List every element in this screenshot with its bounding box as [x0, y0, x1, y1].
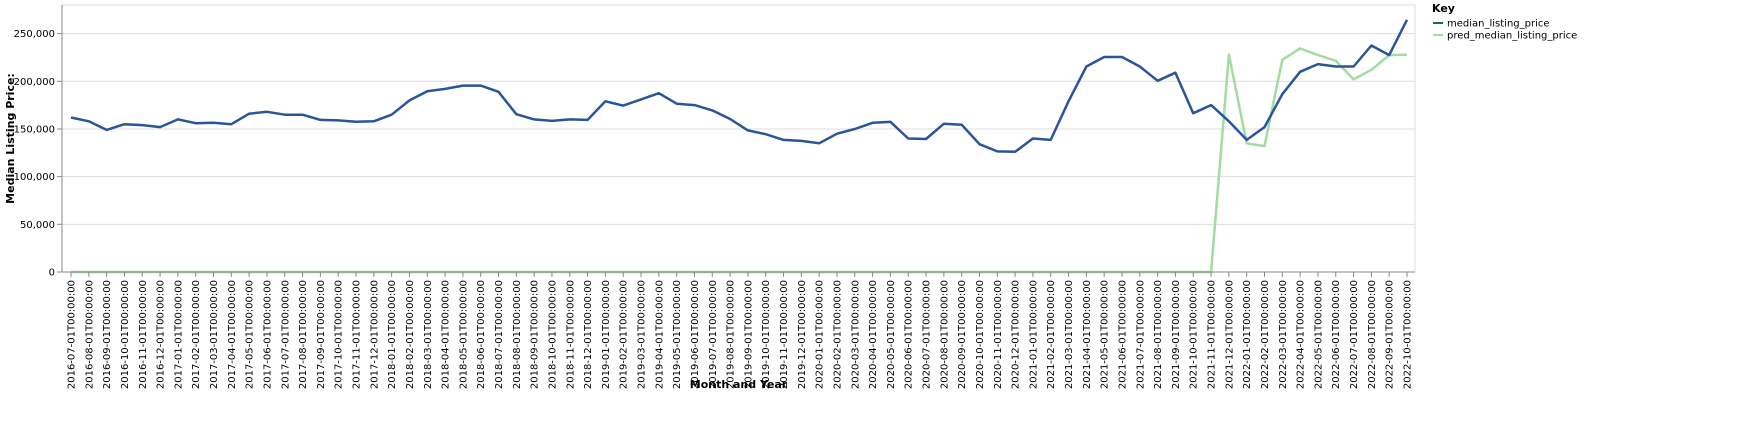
x-tick-label: 2019-10-01T00:00:00 — [761, 280, 772, 389]
x-tick-label: 2022-06-01T00:00:00 — [1331, 280, 1342, 389]
plot-border — [61, 4, 1416, 273]
x-tick-label: 2020-10-01T00:00:00 — [975, 280, 986, 389]
x-tick-label: 2018-05-01T00:00:00 — [458, 280, 469, 389]
x-tick-label: 2017-12-01T00:00:00 — [369, 280, 380, 389]
x-tick-label: 2020-05-01T00:00:00 — [886, 280, 897, 389]
plot-frame — [61, 4, 1416, 273]
x-tick-label: 2019-01-01T00:00:00 — [601, 280, 612, 389]
x-tick-label: 2022-02-01T00:00:00 — [1260, 280, 1271, 389]
x-tick-label: 2022-05-01T00:00:00 — [1313, 280, 1324, 389]
legend: Key median_listing_pricepred_median_list… — [1432, 2, 1577, 42]
x-tick-label: 2017-08-01T00:00:00 — [298, 280, 309, 389]
x-tick-label: 2020-07-01T00:00:00 — [922, 280, 933, 389]
x-tick-label: 2017-07-01T00:00:00 — [280, 280, 291, 389]
x-tick-label: 2019-09-01T00:00:00 — [743, 280, 754, 389]
x-tick-label: 2017-02-01T00:00:00 — [191, 280, 202, 389]
x-tick-label: 2016-07-01T00:00:00 — [67, 280, 78, 389]
x-tick-label: 2018-08-01T00:00:00 — [512, 280, 523, 389]
x-tick-label: 2018-09-01T00:00:00 — [530, 280, 541, 389]
x-tick-label: 2022-10-01T00:00:00 — [1403, 280, 1414, 389]
x-tick-label: 2018-01-01T00:00:00 — [387, 280, 398, 389]
x-tick-label: 2020-04-01T00:00:00 — [868, 280, 879, 389]
x-tick-label: 2021-05-01T00:00:00 — [1100, 280, 1111, 389]
x-tick-label: 2019-11-01T00:00:00 — [779, 280, 790, 389]
x-tick-label: 2021-09-01T00:00:00 — [1171, 280, 1182, 389]
x-tick-label: 2020-02-01T00:00:00 — [833, 280, 844, 389]
y-axis: 0 50,000 100,000 150,000 200,000 250,000 — [14, 5, 63, 279]
x-tick-label: 2019-07-01T00:00:00 — [708, 280, 719, 389]
series-lines — [70, 19, 1409, 274]
x-tick-label: 2018-04-01T00:00:00 — [441, 280, 452, 389]
y-tick-label: 150,000 — [14, 124, 55, 135]
x-tick-label: 2019-12-01T00:00:00 — [797, 280, 808, 389]
x-tick-label: 2016-12-01T00:00:00 — [156, 280, 167, 389]
legend-label: median_listing_price — [1447, 19, 1550, 30]
x-axis-title: Month and Year — [690, 378, 788, 391]
x-tick-label: 2021-01-01T00:00:00 — [1028, 280, 1039, 389]
x-tick-label: 2016-08-01T00:00:00 — [84, 280, 95, 389]
x-tick-label: 2021-11-01T00:00:00 — [1207, 280, 1218, 389]
x-tick-label: 2021-02-01T00:00:00 — [1046, 280, 1057, 389]
y-axis-title: Median Listing Price: — [4, 73, 17, 204]
x-tick-label: 2020-03-01T00:00:00 — [850, 280, 861, 389]
x-tick-label: 2019-05-01T00:00:00 — [672, 280, 683, 389]
x-tick-label: 2021-10-01T00:00:00 — [1189, 280, 1200, 389]
x-tick-label: 2016-09-01T00:00:00 — [102, 280, 113, 389]
x-tick-label: 2018-07-01T00:00:00 — [494, 280, 505, 389]
legend-label: pred_median_listing_price — [1447, 31, 1577, 42]
x-tick-label: 2016-11-01T00:00:00 — [138, 280, 149, 389]
x-tick-label: 2016-10-01T00:00:00 — [120, 280, 131, 389]
x-tick-label: 2021-04-01T00:00:00 — [1082, 280, 1093, 389]
x-tick-label: 2017-03-01T00:00:00 — [209, 280, 220, 389]
series-line-median_listing_price — [70, 19, 1409, 154]
x-tick-label: 2022-01-01T00:00:00 — [1242, 280, 1253, 389]
x-tick-label: 2020-09-01T00:00:00 — [957, 280, 968, 389]
x-tick-label: 2021-12-01T00:00:00 — [1224, 280, 1235, 389]
x-tick-label: 2020-12-01T00:00:00 — [1011, 280, 1022, 389]
x-tick-label: 2021-06-01T00:00:00 — [1118, 280, 1129, 389]
x-tick-label: 2020-06-01T00:00:00 — [904, 280, 915, 389]
x-tick-label: 2019-03-01T00:00:00 — [637, 280, 648, 389]
x-tick-label: 2017-10-01T00:00:00 — [334, 280, 345, 389]
grid-lines — [62, 33, 1415, 273]
y-tick-label: 50,000 — [20, 220, 55, 231]
x-tick-label: 2022-09-01T00:00:00 — [1385, 280, 1396, 389]
x-tick-label: 2017-09-01T00:00:00 — [316, 280, 327, 389]
x-tick-label: 2017-04-01T00:00:00 — [227, 280, 238, 389]
x-tick-label: 2018-12-01T00:00:00 — [583, 280, 594, 389]
x-tick-label: 2021-03-01T00:00:00 — [1064, 280, 1075, 389]
series-line-pred_median_listing_price — [71, 47, 1408, 274]
x-tick-label: 2019-04-01T00:00:00 — [654, 280, 665, 389]
x-tick-label: 2018-10-01T00:00:00 — [548, 280, 559, 389]
y-tick-label: 0 — [49, 268, 55, 279]
y-tick-label: 100,000 — [14, 172, 55, 183]
y-tick-label: 250,000 — [14, 29, 55, 40]
x-tick-label: 2022-08-01T00:00:00 — [1367, 280, 1378, 389]
x-tick-label: 2017-06-01T00:00:00 — [262, 280, 273, 389]
x-tick-label: 2021-07-01T00:00:00 — [1135, 280, 1146, 389]
x-tick-label: 2017-05-01T00:00:00 — [245, 280, 256, 389]
x-tick-label: 2020-08-01T00:00:00 — [939, 280, 950, 389]
x-tick-label: 2019-08-01T00:00:00 — [726, 280, 737, 389]
x-tick-label: 2022-04-01T00:00:00 — [1296, 280, 1307, 389]
x-tick-label: 2018-11-01T00:00:00 — [565, 280, 576, 389]
x-tick-label: 2019-06-01T00:00:00 — [690, 280, 701, 389]
x-axis: 2016-07-01T00:00:00 2016-08-01T00:00:00 20… — [62, 271, 1415, 389]
x-tick-label: 2022-03-01T00:00:00 — [1278, 280, 1289, 389]
x-tick-label: 2020-01-01T00:00:00 — [815, 280, 826, 389]
x-tick-label: 2019-02-01T00:00:00 — [619, 280, 630, 389]
x-tick-label: 2021-08-01T00:00:00 — [1153, 280, 1164, 389]
y-tick-label: 200,000 — [14, 77, 55, 88]
x-tick-label: 2018-06-01T00:00:00 — [476, 280, 487, 389]
x-tick-label: 2017-11-01T00:00:00 — [352, 280, 363, 389]
x-tick-label: 2017-01-01T00:00:00 — [173, 280, 184, 389]
x-tick-label: 2018-03-01T00:00:00 — [423, 280, 434, 389]
x-tick-label: 2022-07-01T00:00:00 — [1349, 280, 1360, 389]
legend-title: Key — [1432, 2, 1455, 15]
x-tick-label: 2018-02-01T00:00:00 — [405, 280, 416, 389]
x-tick-label: 2020-11-01T00:00:00 — [993, 280, 1004, 389]
